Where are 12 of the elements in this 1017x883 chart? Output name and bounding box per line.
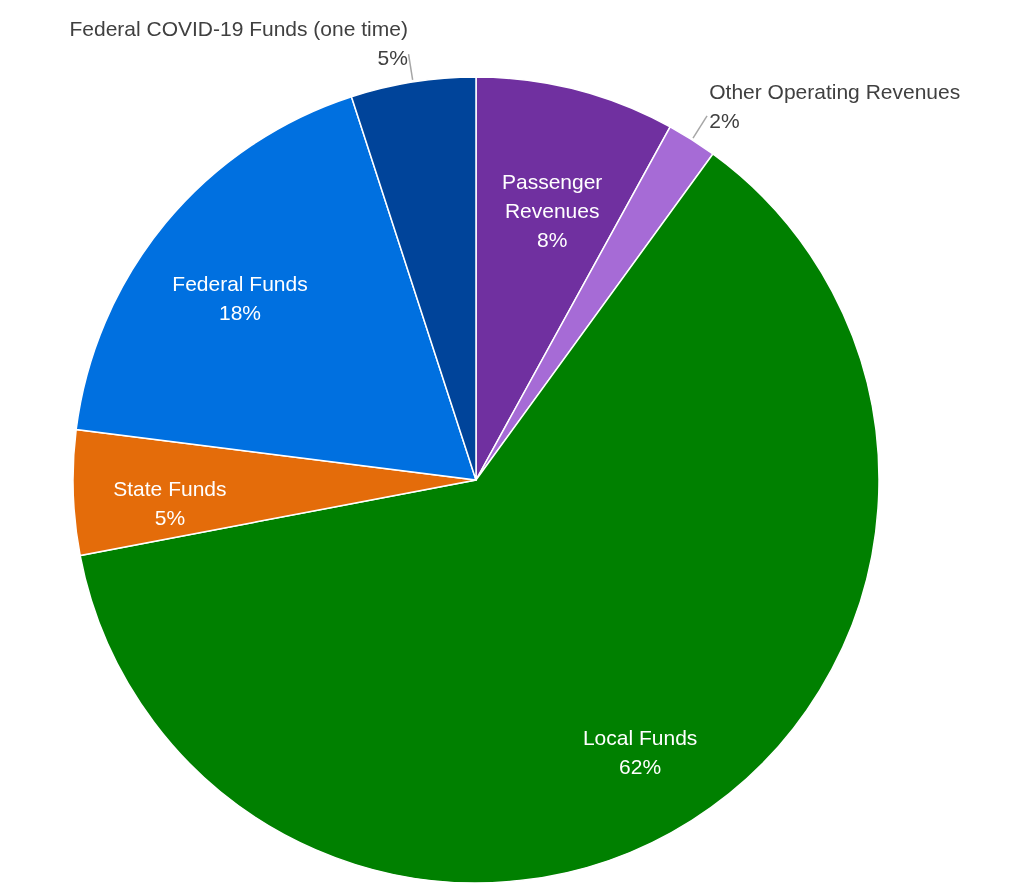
slice-label: Passenger Revenues <box>501 170 603 223</box>
data-label: 18% <box>218 300 262 324</box>
slice-label: State Funds <box>113 476 227 500</box>
slice-label: Federal COVID-19 Funds (one time) <box>69 17 408 41</box>
data-label: 62% <box>619 754 662 778</box>
slice-label: Federal Funds <box>172 271 308 295</box>
slice-label: Local Funds <box>582 725 698 749</box>
data-label: 8% <box>536 228 568 252</box>
data-label: 5% <box>154 505 186 529</box>
slice-label: Other Operating Revenues <box>709 79 961 103</box>
data-label: 5% <box>377 46 408 70</box>
data-label: 2% <box>709 108 740 132</box>
